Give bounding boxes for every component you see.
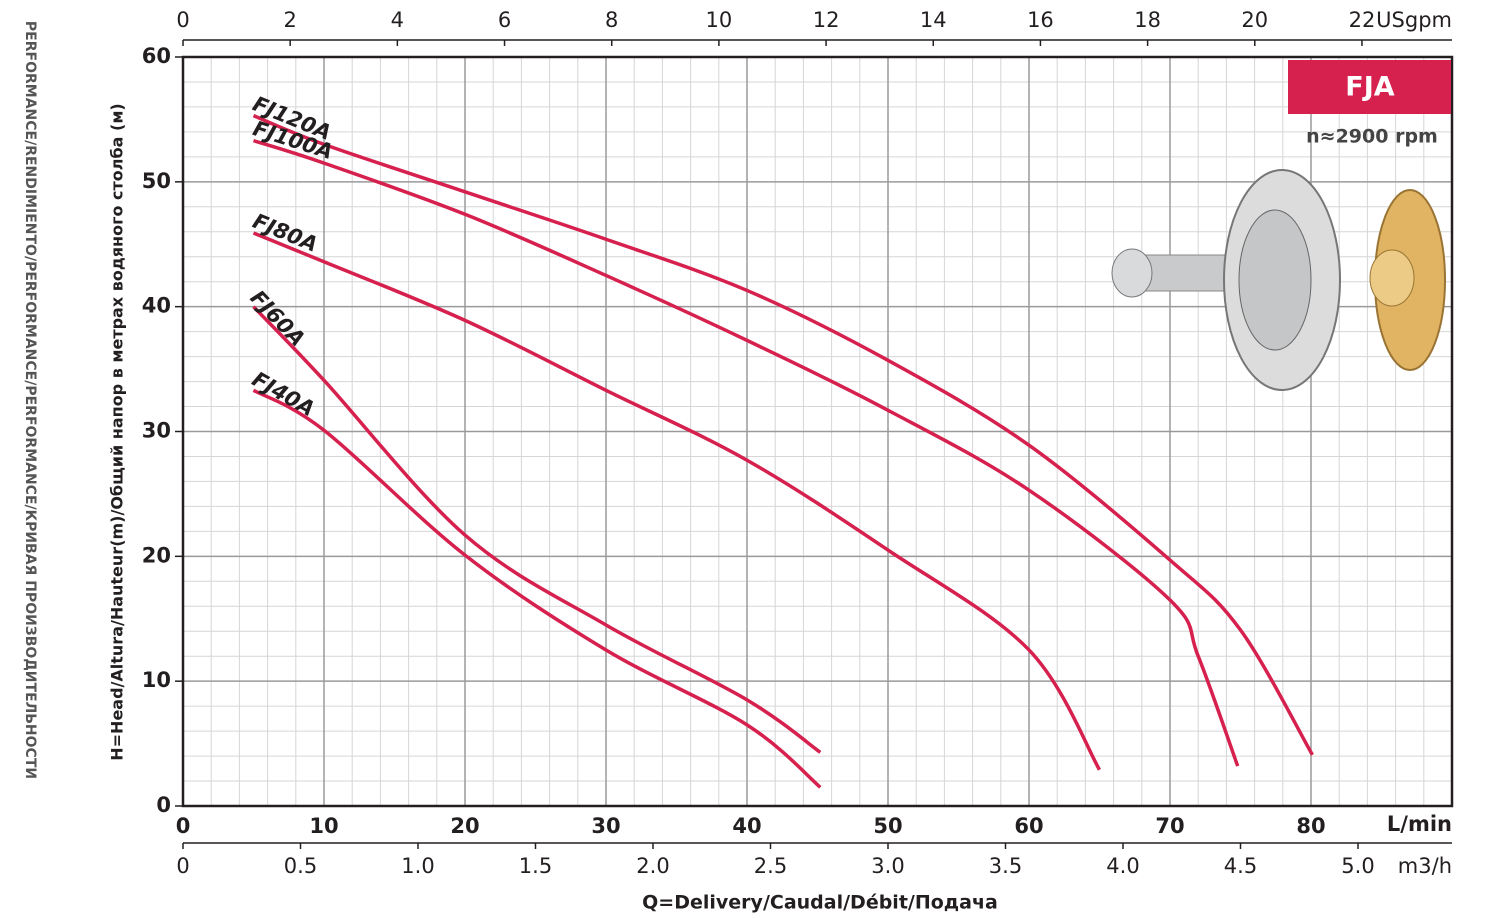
tick-label: 20 <box>1241 8 1268 32</box>
tick-label: 18 <box>1134 8 1161 32</box>
tick-label: 8 <box>605 8 618 32</box>
curve <box>252 114 1314 756</box>
tick-label: 12 <box>813 8 840 32</box>
y-tick-label: 50 <box>142 169 171 193</box>
x-tick-label: 20 <box>450 814 479 838</box>
x-tick-label: 10 <box>309 814 338 838</box>
side-title: PERFORMANCE/RENDIMIENTO/PERFORMANCE/PERF… <box>22 21 38 779</box>
impeller-hub <box>1369 249 1415 307</box>
tick-label: 3.5 <box>989 854 1022 878</box>
tick-label: 22 <box>1349 8 1376 32</box>
speed-label: n≈2900 rpm <box>1306 126 1438 148</box>
diffuser-inner <box>1238 209 1312 351</box>
tick-label: 16 <box>1027 8 1054 32</box>
plot-frame <box>181 55 1454 808</box>
tick-label: 2.5 <box>754 854 787 878</box>
axis-unit: m3/h <box>1398 854 1452 878</box>
curve-label: FJ60A <box>246 286 310 351</box>
y-tick-label: 60 <box>142 44 171 68</box>
tick-label: 0 <box>176 854 189 878</box>
curve <box>252 138 1240 767</box>
x-axis-title: Q=Delivery/Caudal/Débit/Подача <box>642 892 998 914</box>
y-axis-title: H=Head/Altura/Hauteur(m)/Общий напор в м… <box>108 103 127 760</box>
curve <box>252 388 822 789</box>
curve <box>252 305 822 754</box>
x-tick-label: 60 <box>1014 814 1043 838</box>
tick-label: 1.5 <box>519 854 552 878</box>
x-tick-label: 30 <box>591 814 620 838</box>
tick-label: 5.0 <box>1341 854 1374 878</box>
tick-label: 10 <box>706 8 733 32</box>
tick-label: 0.5 <box>284 854 317 878</box>
y-tick-label: 10 <box>142 668 171 692</box>
curve <box>252 231 1102 771</box>
badge-title: FJA <box>1345 72 1394 103</box>
tick-label: 0 <box>176 8 189 32</box>
axis-unit: USgpm <box>1376 8 1452 32</box>
tick-label: 3.0 <box>871 854 904 878</box>
tick-label: 14 <box>920 8 947 32</box>
badge <box>1288 60 1451 114</box>
x-unit: L/min <box>1387 812 1452 836</box>
tick-label: 4.0 <box>1106 854 1139 878</box>
nozzle <box>1111 248 1153 298</box>
tick-label: 1.0 <box>401 854 434 878</box>
x-tick-label: 70 <box>1155 814 1184 838</box>
x-tick-label: 40 <box>732 814 761 838</box>
y-tick-label: 20 <box>142 543 171 567</box>
y-tick-label: 40 <box>142 294 171 318</box>
x-tick-label: 80 <box>1296 814 1325 838</box>
tick-label: 2 <box>283 8 296 32</box>
tick-label: 4 <box>391 8 404 32</box>
tick-label: 2.0 <box>636 854 669 878</box>
tick-label: 4.5 <box>1224 854 1257 878</box>
pump-illustration <box>1111 169 1446 391</box>
tick-label: 6 <box>498 8 511 32</box>
curve-label: FJ80A <box>249 209 321 257</box>
x-tick-label: 50 <box>873 814 902 838</box>
y-tick-label: 30 <box>142 419 171 443</box>
y-tick-label: 0 <box>156 793 171 817</box>
x-tick-label: 0 <box>176 814 191 838</box>
